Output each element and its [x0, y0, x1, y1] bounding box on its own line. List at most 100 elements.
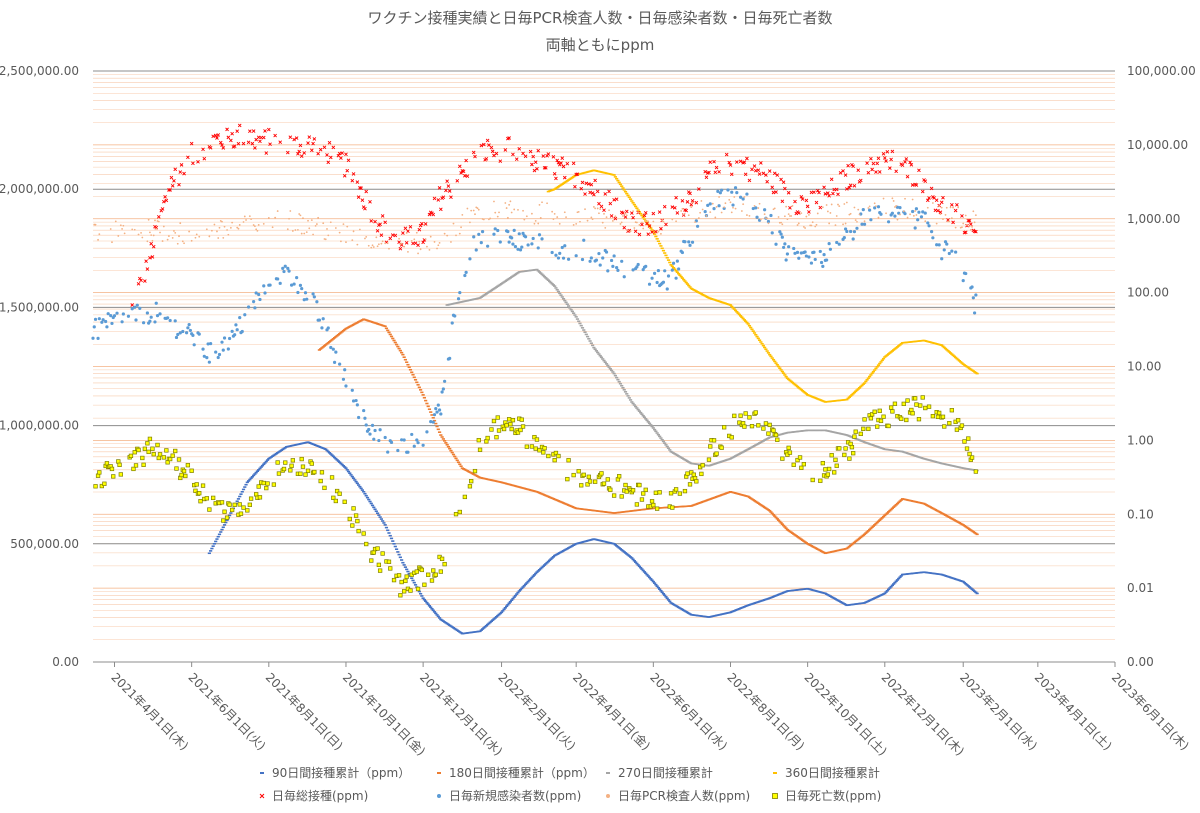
data-point [741, 197, 745, 201]
data-point [243, 313, 247, 317]
data-point [584, 208, 586, 211]
data-point [639, 497, 645, 502]
data-point [122, 224, 125, 227]
data-point [886, 220, 891, 224]
data-point [496, 428, 502, 433]
data-point [177, 182, 181, 187]
data-point [192, 343, 196, 347]
data-point [368, 432, 372, 436]
data-point [797, 222, 800, 225]
data-point [592, 479, 598, 484]
data-point [775, 437, 780, 442]
y-right-tick-label: 0.10 [1127, 507, 1154, 521]
data-point [531, 236, 535, 241]
data-point [285, 150, 290, 155]
data-point [190, 239, 193, 242]
data-point [701, 208, 704, 211]
data-point [920, 395, 925, 400]
data-point [275, 460, 280, 465]
data-point [476, 207, 479, 210]
data-point [154, 301, 158, 305]
data-point [311, 292, 315, 296]
data-point [755, 215, 759, 219]
data-point [523, 235, 528, 239]
data-point [268, 283, 272, 287]
y-right-tick-label: 0.01 [1127, 581, 1154, 595]
data-point [530, 162, 534, 167]
data-point [848, 213, 851, 216]
data-point [312, 295, 316, 299]
series-3 [546, 169, 979, 403]
x-tick-label: 2022年6月1日(水) [647, 670, 730, 753]
data-point [337, 151, 342, 156]
data-point [791, 205, 794, 207]
data-point [355, 180, 360, 184]
data-point [870, 167, 874, 172]
data-point [209, 341, 213, 346]
data-point [941, 195, 945, 200]
data-point [236, 141, 241, 146]
data-point [241, 505, 246, 510]
data-point [393, 233, 398, 238]
data-point [783, 242, 787, 246]
series-5 [91, 186, 978, 454]
data-point [687, 482, 693, 487]
data-point [327, 234, 330, 237]
data-point [457, 164, 462, 169]
data-point [899, 416, 904, 421]
data-point [877, 216, 880, 219]
data-point [242, 221, 245, 223]
data-point [614, 215, 617, 218]
data-point [877, 170, 882, 174]
data-point [554, 253, 558, 257]
data-point [786, 190, 791, 195]
data-point [216, 230, 218, 233]
data-point [743, 411, 748, 416]
data-point [188, 328, 192, 333]
data-point [782, 245, 786, 250]
data-point [955, 202, 959, 207]
data-point [319, 470, 325, 475]
data-point [446, 184, 451, 188]
data-point [556, 453, 561, 459]
data-point [689, 470, 694, 475]
data-point [415, 438, 419, 442]
data-point [603, 212, 605, 215]
data-point [752, 164, 757, 168]
data-point [226, 229, 228, 231]
data-point [607, 189, 611, 194]
data-point [944, 213, 947, 216]
data-point [703, 169, 708, 174]
data-point [759, 218, 762, 221]
data-point [343, 368, 347, 372]
data-point [215, 136, 219, 140]
data-point [652, 220, 655, 223]
data-point [310, 219, 313, 222]
data-point [156, 214, 161, 219]
data-point [671, 218, 674, 221]
data-point [149, 231, 151, 234]
data-point [186, 155, 190, 160]
data-point [332, 360, 337, 364]
data-point [261, 135, 266, 140]
data-point [818, 478, 823, 483]
series-6 [93, 196, 977, 255]
data-point [308, 227, 311, 230]
data-point [99, 483, 105, 489]
data-point [96, 336, 100, 340]
data-point [218, 226, 221, 229]
data-point [643, 212, 646, 215]
data-point [317, 216, 320, 219]
data-point [631, 268, 635, 272]
data-point [178, 331, 182, 335]
data-point [93, 484, 98, 489]
data-point [642, 227, 645, 230]
data-point [178, 235, 180, 238]
data-point [531, 212, 533, 215]
data-point [140, 455, 145, 461]
data-point [641, 491, 646, 496]
data-point [541, 154, 546, 158]
data-point [498, 240, 502, 244]
legend-label: 360日間接種累計 [785, 765, 880, 780]
data-point [364, 541, 369, 547]
